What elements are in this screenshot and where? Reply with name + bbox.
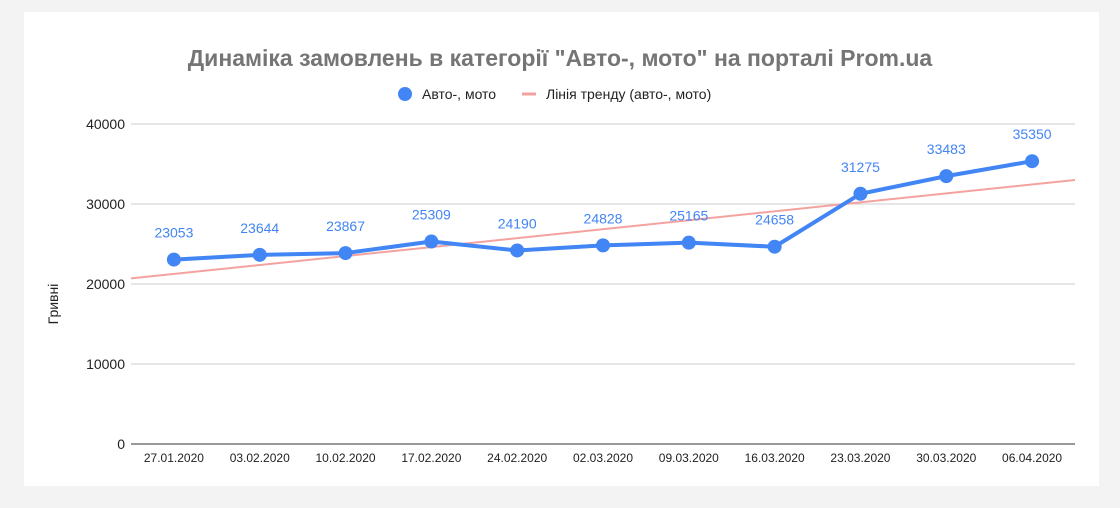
- data-point: [252, 247, 267, 262]
- data-labels: 23053 23644 23867 25309 24190 24828 25165 24658…: [154, 126, 1051, 240]
- data-label: 23053: [154, 225, 193, 241]
- y-tick-label: 30000: [86, 196, 125, 212]
- legend: Авто-, мото Лінія тренду (авто-, мото): [398, 86, 711, 102]
- x-tick-label: 06.04.2020: [1002, 451, 1062, 465]
- data-label: 25309: [412, 207, 451, 223]
- series-layer: [166, 154, 1040, 267]
- y-tick-labels: 0 10000 20000 30000 40000: [86, 116, 125, 452]
- data-point: [1025, 154, 1040, 169]
- data-label: 24828: [584, 210, 623, 226]
- legend-series-marker: [398, 87, 412, 101]
- x-tick-label: 30.03.2020: [916, 451, 976, 465]
- legend-trend-label: Лінія тренду (авто-, мото): [546, 86, 711, 102]
- data-point: [166, 252, 181, 267]
- y-tick-label: 0: [117, 436, 125, 452]
- x-tick-label: 16.03.2020: [745, 451, 805, 465]
- x-tick-label: 10.02.2020: [316, 451, 376, 465]
- gridlines: [131, 123, 1075, 445]
- data-point: [596, 238, 610, 253]
- data-point: [510, 243, 525, 258]
- data-label: 24658: [755, 212, 794, 228]
- data-label: 31275: [841, 159, 880, 175]
- x-tick-label: 23.03.2020: [830, 451, 890, 465]
- legend-series-label: Авто-, мото: [422, 86, 496, 102]
- x-tick-labels: 27.01.2020 03.02.2020 10.02.2020 17.02.2020…: [144, 451, 1063, 465]
- y-tick-label: 20000: [86, 276, 125, 292]
- x-tick-label: 02.03.2020: [573, 451, 633, 465]
- data-point: [681, 235, 696, 250]
- x-tick-label: 24.02.2020: [487, 451, 547, 465]
- x-tick-label: 17.02.2020: [401, 451, 461, 465]
- chart-title: Динаміка замовлень в категорії "Авто-, м…: [188, 45, 933, 71]
- y-axis-label: Гривні: [45, 284, 61, 325]
- data-label: 35350: [1013, 126, 1052, 142]
- data-label: 23867: [326, 218, 365, 234]
- y-tick-label: 10000: [86, 356, 125, 372]
- data-label: 24190: [498, 215, 537, 231]
- y-tick-label: 40000: [86, 116, 125, 132]
- trendline: [130, 179, 1076, 280]
- x-tick-label: 09.03.2020: [659, 451, 719, 465]
- chart-card: Динаміка замовлень в категорії "Авто-, м…: [24, 12, 1099, 486]
- chart: Динаміка замовлень в категорії "Авто-, м…: [45, 45, 1076, 465]
- data-point: [338, 246, 353, 261]
- data-point: [424, 234, 439, 249]
- data-label: 33483: [927, 141, 966, 157]
- x-tick-label: 03.02.2020: [230, 451, 290, 465]
- data-point: [767, 239, 782, 254]
- data-point: [853, 186, 868, 201]
- data-point: [939, 169, 954, 184]
- data-label: 23644: [240, 220, 279, 236]
- x-tick-label: 27.01.2020: [144, 451, 204, 465]
- data-label: 25165: [669, 208, 708, 224]
- trendline-layer: [130, 179, 1076, 280]
